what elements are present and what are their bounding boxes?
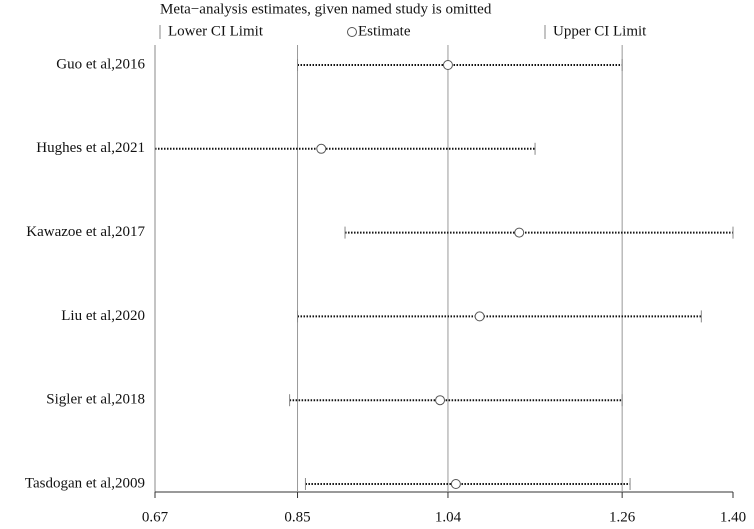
legend-label: Upper CI Limit — [553, 23, 647, 39]
y-tick-label: Sigler et al,2018 — [46, 392, 145, 408]
x-tick-label: 0.67 — [142, 509, 169, 525]
y-tick-label: Tasdogan et al,2009 — [25, 475, 145, 491]
y-tick-label: Hughes et al,2021 — [36, 140, 145, 156]
x-tick-label: 1.26 — [609, 509, 636, 525]
estimate — [442, 60, 453, 70]
x-tick-label: 1.40 — [720, 509, 746, 525]
legend-label: Lower CI Limit — [168, 23, 264, 39]
estimate — [435, 395, 446, 406]
y-tick-label: Liu et al,2020 — [61, 308, 145, 324]
x-tick-label: 0.85 — [284, 509, 310, 525]
estimate — [450, 479, 461, 489]
legend-symbol — [347, 27, 357, 37]
y-tick-label: Guo et al,2016 — [56, 56, 145, 72]
estimate — [514, 227, 525, 238]
estimate — [474, 311, 485, 322]
x-tick-label: 1.04 — [435, 509, 462, 525]
estimate — [316, 143, 327, 154]
legend-label: Estimate — [358, 23, 411, 39]
chart-title: Meta−analysis estimates, given named stu… — [160, 1, 492, 17]
y-tick-label: Kawazoe et al,2017 — [26, 224, 145, 240]
